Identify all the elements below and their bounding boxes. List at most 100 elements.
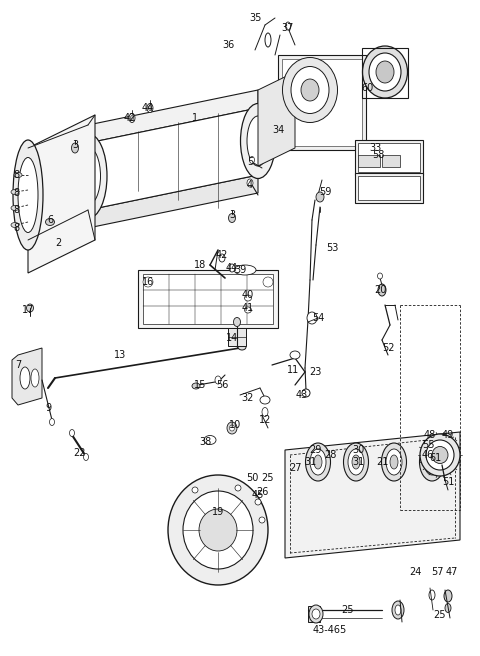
Bar: [138, 270, 278, 328]
Ellipse shape: [301, 79, 319, 101]
Ellipse shape: [238, 344, 246, 350]
Text: 4: 4: [247, 180, 253, 190]
Ellipse shape: [395, 605, 401, 615]
Ellipse shape: [192, 383, 200, 389]
Ellipse shape: [424, 449, 440, 475]
Text: 44: 44: [226, 263, 238, 273]
Text: 60: 60: [362, 83, 374, 93]
Ellipse shape: [192, 487, 198, 493]
Ellipse shape: [429, 590, 435, 600]
Ellipse shape: [229, 425, 235, 431]
Ellipse shape: [131, 115, 133, 121]
Ellipse shape: [204, 436, 216, 445]
Ellipse shape: [420, 434, 460, 476]
Ellipse shape: [69, 134, 107, 218]
Ellipse shape: [148, 106, 152, 110]
Ellipse shape: [344, 443, 369, 481]
Text: 52: 52: [382, 343, 394, 353]
Ellipse shape: [147, 104, 153, 112]
Bar: [228, 328, 246, 346]
Ellipse shape: [75, 147, 100, 205]
Ellipse shape: [378, 284, 386, 296]
Ellipse shape: [259, 517, 265, 523]
Ellipse shape: [250, 157, 254, 163]
Text: 42: 42: [124, 113, 136, 123]
Text: 13: 13: [114, 350, 126, 360]
Text: 33: 33: [369, 143, 381, 153]
Ellipse shape: [233, 318, 240, 327]
Text: 32: 32: [242, 393, 254, 403]
Text: 8: 8: [13, 205, 19, 215]
Ellipse shape: [377, 273, 383, 279]
Text: 40: 40: [242, 290, 254, 300]
Ellipse shape: [11, 190, 19, 194]
Polygon shape: [88, 108, 258, 210]
Text: 31: 31: [304, 457, 316, 467]
Ellipse shape: [428, 455, 436, 469]
Ellipse shape: [386, 449, 402, 475]
Ellipse shape: [11, 222, 19, 228]
Text: 6: 6: [47, 215, 53, 225]
Ellipse shape: [244, 295, 252, 301]
Text: 12: 12: [259, 415, 271, 425]
Ellipse shape: [305, 443, 331, 481]
Ellipse shape: [260, 396, 270, 404]
Ellipse shape: [310, 449, 326, 475]
Ellipse shape: [307, 312, 317, 324]
Text: 28: 28: [324, 450, 336, 460]
Text: 56: 56: [216, 380, 228, 390]
Text: 30: 30: [352, 445, 364, 455]
Text: 54: 54: [312, 313, 324, 323]
Ellipse shape: [362, 46, 408, 98]
Ellipse shape: [199, 509, 237, 551]
Text: 14: 14: [226, 333, 238, 343]
Ellipse shape: [445, 604, 451, 613]
Ellipse shape: [382, 443, 407, 481]
Text: 9: 9: [45, 403, 51, 413]
Ellipse shape: [70, 430, 74, 436]
Text: 58: 58: [372, 150, 384, 160]
Ellipse shape: [168, 475, 268, 585]
Text: 35: 35: [249, 13, 261, 23]
Ellipse shape: [290, 351, 300, 359]
Text: 37: 37: [282, 23, 294, 33]
Text: 22: 22: [74, 448, 86, 458]
Text: 44: 44: [142, 103, 154, 113]
Text: 29: 29: [309, 445, 321, 455]
Text: 24: 24: [409, 567, 421, 577]
Ellipse shape: [18, 157, 38, 232]
Text: 41: 41: [242, 303, 254, 313]
Ellipse shape: [20, 367, 30, 389]
Bar: [358, 155, 380, 167]
Text: 8: 8: [13, 188, 19, 198]
Text: 50: 50: [246, 473, 258, 483]
Ellipse shape: [143, 277, 153, 287]
Ellipse shape: [234, 265, 256, 275]
Ellipse shape: [215, 376, 221, 384]
Ellipse shape: [312, 609, 320, 619]
Text: 45: 45: [252, 490, 264, 500]
Text: 5: 5: [247, 157, 253, 167]
Text: 46: 46: [422, 450, 434, 460]
Ellipse shape: [183, 491, 253, 569]
Ellipse shape: [420, 443, 444, 481]
Bar: [382, 155, 400, 167]
Bar: [362, 48, 408, 98]
Ellipse shape: [263, 277, 273, 287]
Ellipse shape: [426, 440, 454, 470]
Text: 39: 39: [234, 265, 246, 275]
Ellipse shape: [348, 449, 364, 475]
Ellipse shape: [219, 254, 225, 262]
Polygon shape: [285, 432, 460, 558]
Text: 49: 49: [442, 430, 454, 440]
Ellipse shape: [369, 53, 401, 91]
Bar: [143, 274, 273, 324]
Text: 16: 16: [142, 277, 154, 287]
Polygon shape: [258, 72, 295, 166]
Text: 11: 11: [287, 365, 299, 375]
Ellipse shape: [31, 369, 39, 387]
Bar: [358, 176, 420, 200]
Ellipse shape: [309, 605, 323, 623]
Ellipse shape: [291, 66, 329, 113]
Ellipse shape: [49, 419, 55, 426]
